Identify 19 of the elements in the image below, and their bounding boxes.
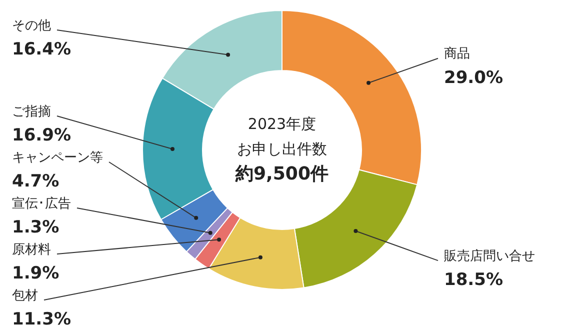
data-label: 1.3% [12, 217, 60, 238]
slice-label: 宣伝･広告 [12, 195, 71, 212]
slice-label: ご指摘 [12, 104, 51, 120]
data-label: 11.3% [12, 309, 71, 330]
slice-label: 販売店問い合せ [444, 248, 535, 264]
data-label: 1.9% [12, 263, 60, 284]
text: 2023年度 [248, 114, 316, 133]
data-label: 16.4% [12, 39, 71, 60]
slice-label: 原材料 [12, 242, 51, 258]
slice-label: その他 [12, 18, 51, 34]
text: 約9,500件 [234, 164, 328, 185]
data-label: 29.0% [444, 68, 503, 88]
slice-label: キャンペーン等 [12, 150, 103, 166]
text: お申し出件数 [237, 140, 327, 158]
slice-label: 包材 [12, 288, 38, 304]
data-label: 4.7% [12, 171, 60, 192]
data-label: 18.5% [444, 270, 503, 290]
slice-label: 商品 [444, 46, 470, 62]
data-label: 16.9% [12, 125, 71, 146]
